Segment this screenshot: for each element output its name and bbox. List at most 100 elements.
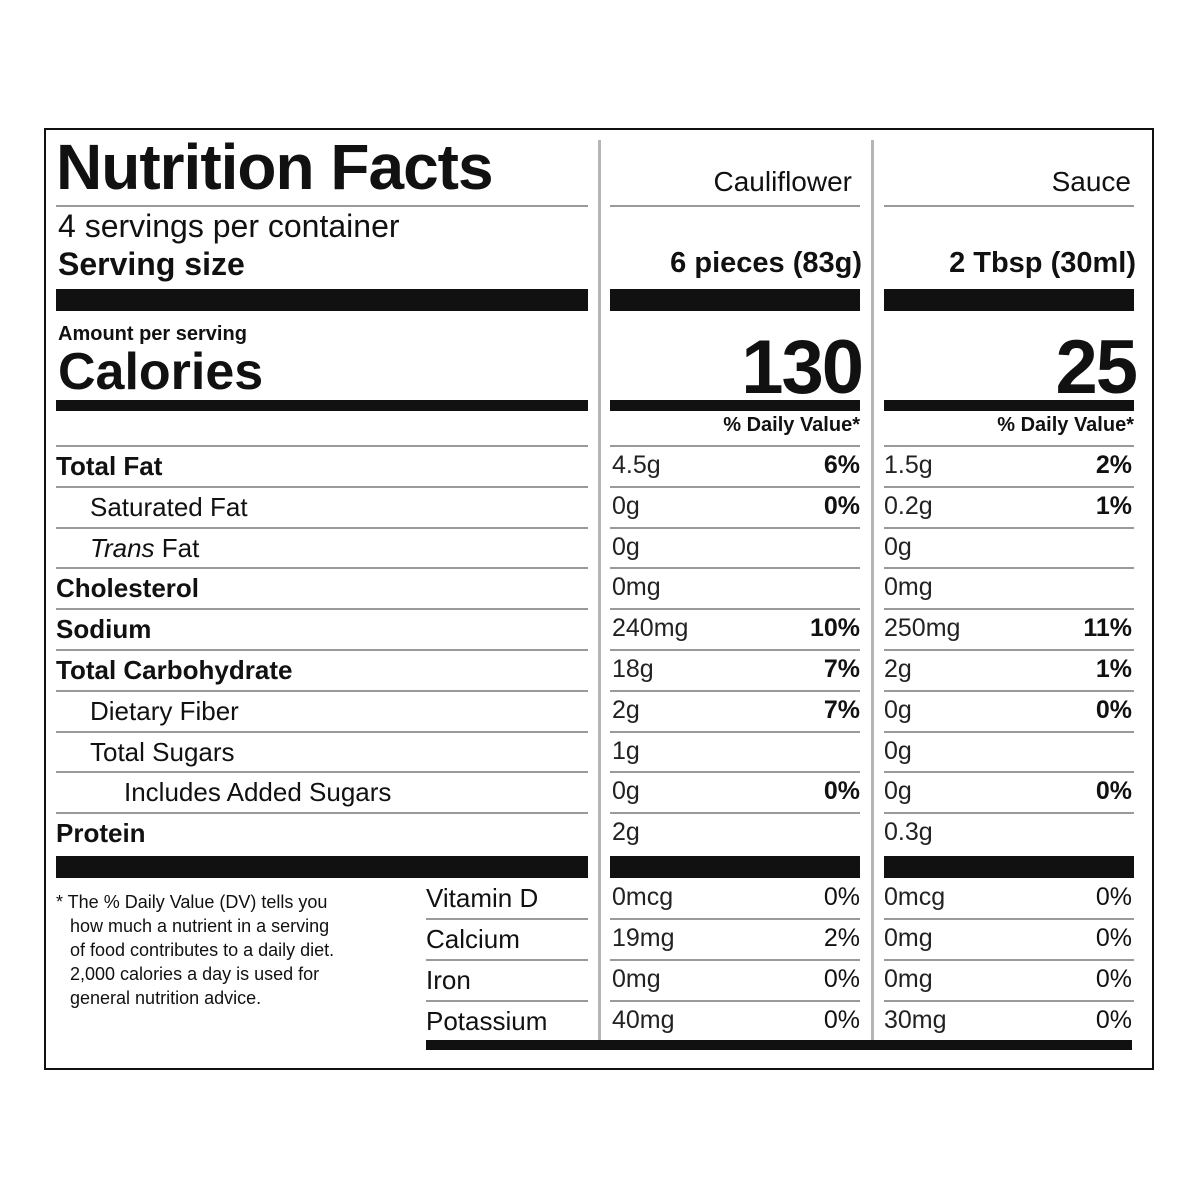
nutrient-daily-value: 0% <box>823 492 860 520</box>
bottom-bar <box>426 1040 1132 1050</box>
divider <box>610 959 860 961</box>
nutrient-daily-value: 7% <box>823 655 860 683</box>
divider <box>56 445 588 447</box>
nutrient-name: Trans Fat <box>90 533 200 563</box>
thick-bar <box>56 289 588 311</box>
divider <box>884 731 1134 733</box>
nutrient-daily-value: 11% <box>1083 614 1132 642</box>
nutrient-amount: 0g <box>884 696 912 724</box>
label-title: Nutrition Facts <box>56 131 494 203</box>
column-serving-sauce: 2 Tbsp (30ml) <box>949 247 1136 279</box>
divider <box>884 445 1134 447</box>
daily-value-header-sauce: % Daily Value* <box>997 414 1134 436</box>
amount-per-serving: Amount per serving <box>58 323 247 345</box>
column-name-sauce: Sauce <box>1051 166 1131 197</box>
nutrient-amount: 0g <box>612 533 640 561</box>
vitamin-name: Calcium <box>426 924 520 954</box>
vitamin-daily-value: 0% <box>823 1006 860 1034</box>
divider <box>884 771 1134 773</box>
divider <box>56 205 588 207</box>
footnote-line: 2,000 calories a day is used for <box>70 964 320 984</box>
nutrient-daily-value: 10% <box>809 614 860 642</box>
nutrient-amount: 0.3g <box>884 818 933 846</box>
nutrient-daily-value: 2% <box>1095 451 1132 479</box>
divider <box>884 567 1134 569</box>
vitamin-amount: 40mg <box>612 1006 675 1034</box>
serving-size-label: Serving size <box>58 246 245 282</box>
nutrient-name: Total Fat <box>56 451 163 481</box>
divider <box>610 445 860 447</box>
divider <box>884 918 1134 920</box>
nutrient-amount: 0g <box>884 777 912 805</box>
vitamin-name: Vitamin D <box>426 883 539 913</box>
divider <box>56 690 588 692</box>
divider <box>610 1000 860 1002</box>
nutrient-amount: 1.5g <box>884 451 933 479</box>
vitamin-daily-value: 0% <box>1095 883 1132 911</box>
nutrient-amount: 250mg <box>884 614 961 642</box>
footnote-line: how much a nutrient in a serving <box>70 916 330 936</box>
divider <box>884 812 1134 814</box>
divider <box>610 567 860 569</box>
vitamin-name: Potassium <box>426 1006 548 1036</box>
vitamin-amount: 0mcg <box>612 883 674 911</box>
divider <box>610 527 860 529</box>
medium-bar <box>610 400 860 411</box>
divider <box>56 812 588 814</box>
divider <box>884 1000 1134 1002</box>
divider <box>610 812 860 814</box>
nutrient-amount: 240mg <box>612 614 689 642</box>
medium-bar <box>884 400 1134 411</box>
calories-sauce: 25 <box>1055 325 1138 410</box>
nutrient-amount: 2g <box>612 818 640 846</box>
footnote-line: general nutrition advice. <box>70 988 262 1008</box>
vitamin-amount: 0mcg <box>884 883 946 911</box>
divider <box>426 959 588 961</box>
nutrient-name-italic: Trans <box>90 533 155 563</box>
nutrient-daily-value: 0% <box>1095 696 1132 724</box>
nutrient-name: Total Sugars <box>90 737 235 767</box>
divider <box>884 486 1134 488</box>
nutrient-name: Includes Added Sugars <box>124 777 392 807</box>
servings-per-container: 4 servings per container <box>58 208 400 244</box>
nutrient-name: Dietary Fiber <box>90 696 239 726</box>
vitamin-amount: 0mg <box>612 965 661 993</box>
vitamin-amount: 19mg <box>612 924 675 952</box>
nutrient-amount: 4.5g <box>612 451 661 479</box>
vitamin-daily-value: 0% <box>823 965 860 993</box>
nutrient-amount: 0g <box>884 737 912 765</box>
vitamin-daily-value: 2% <box>823 924 860 952</box>
nutrient-name: Total Carbohydrate <box>56 655 293 685</box>
divider <box>884 608 1134 610</box>
thick-bar <box>884 856 1134 878</box>
vitamin-daily-value: 0% <box>823 883 860 911</box>
vitamin-daily-value: 0% <box>1095 965 1132 993</box>
vitamin-amount: 0mg <box>884 924 933 952</box>
vitamin-amount: 30mg <box>884 1006 947 1034</box>
thick-bar <box>884 289 1134 311</box>
nutrient-daily-value: 1% <box>1095 492 1132 520</box>
divider <box>426 918 588 920</box>
medium-bar <box>56 400 588 411</box>
divider <box>610 608 860 610</box>
divider <box>56 649 588 651</box>
vitamin-name: Iron <box>426 965 471 995</box>
footnote-line: * The % Daily Value (DV) tells you <box>56 892 328 912</box>
thick-bar <box>610 289 860 311</box>
divider <box>884 527 1134 529</box>
nutrient-name: Saturated Fat <box>90 492 248 522</box>
divider <box>610 205 860 207</box>
nutrient-amount: 0g <box>612 777 640 805</box>
nutrient-amount: 0g <box>612 492 640 520</box>
nutrient-daily-value: 7% <box>823 696 860 724</box>
divider <box>56 486 588 488</box>
divider <box>56 567 588 569</box>
divider <box>884 959 1134 961</box>
nutrient-amount: 0.2g <box>884 492 933 520</box>
column-separator <box>598 140 601 1040</box>
nutrient-amount: 18g <box>612 655 654 683</box>
divider <box>610 690 860 692</box>
nutrient-name: Cholesterol <box>56 573 200 603</box>
divider <box>426 1000 588 1002</box>
calories-cauliflower: 130 <box>741 325 864 410</box>
